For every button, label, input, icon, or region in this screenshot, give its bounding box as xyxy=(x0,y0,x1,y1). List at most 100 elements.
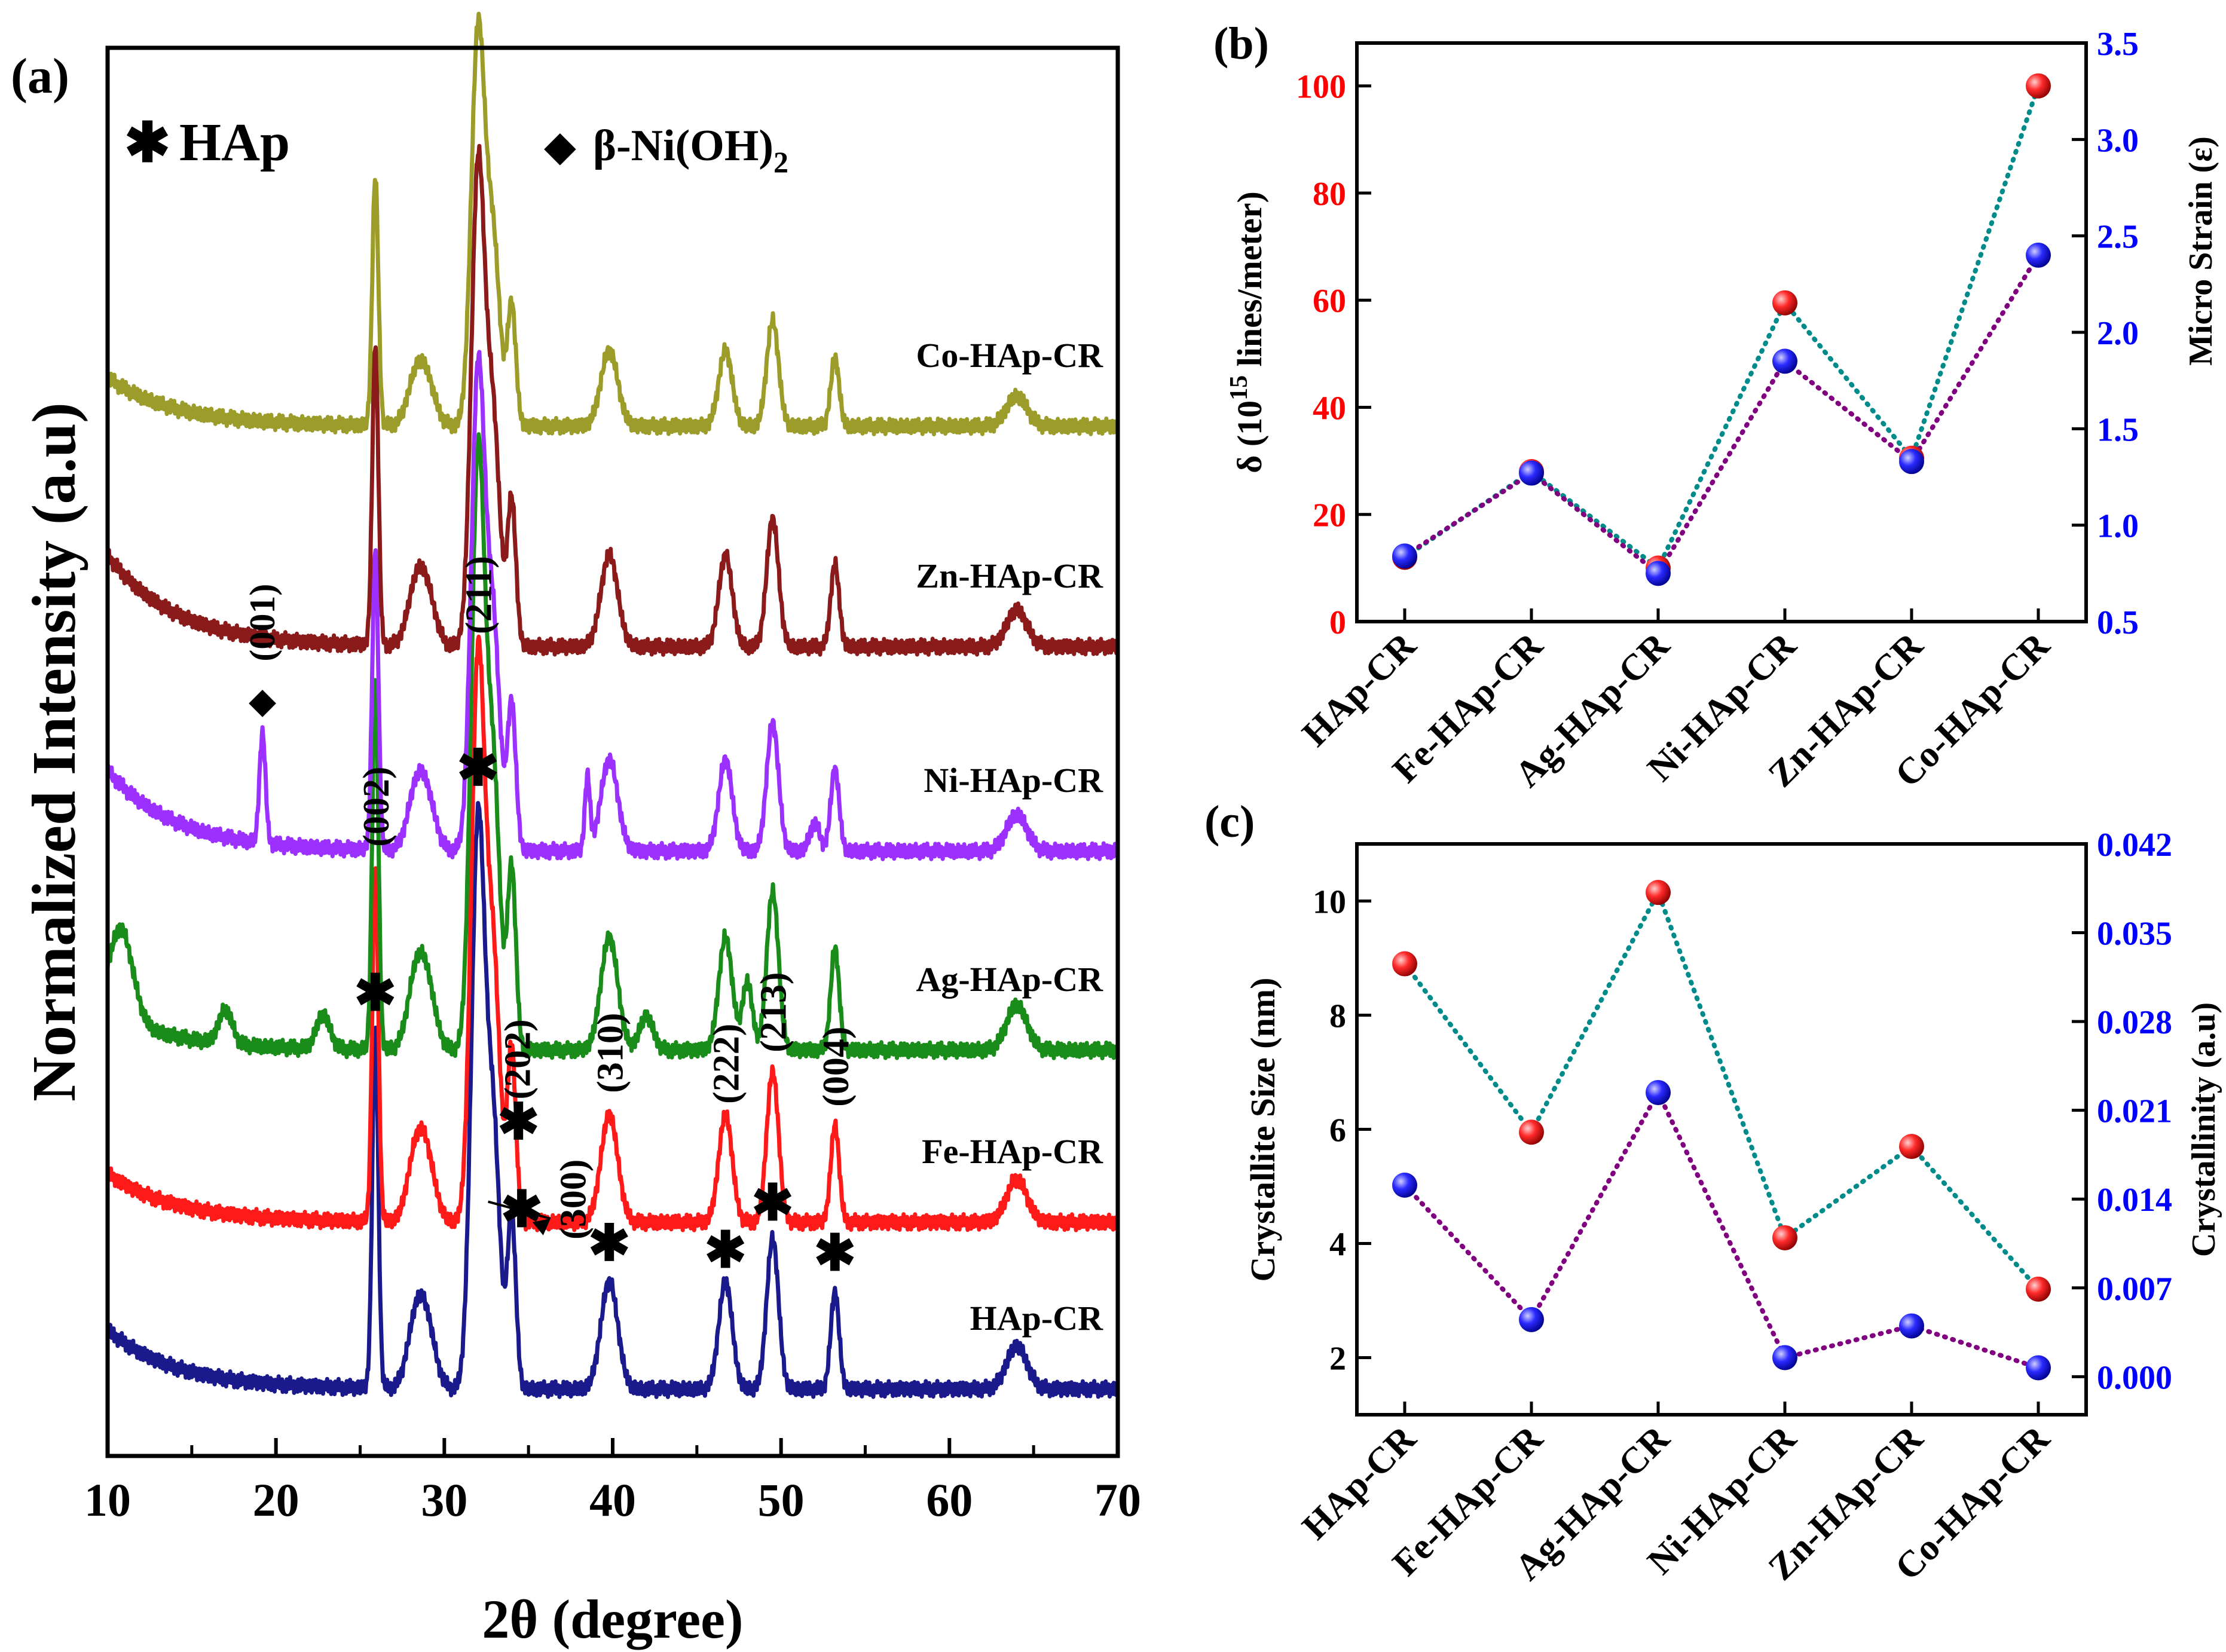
data-point-right xyxy=(2026,1355,2051,1381)
series-label-Co-HAp-CR: Co-HAp-CR xyxy=(916,336,1103,375)
y-left-tick-label: 8 xyxy=(1329,998,1346,1035)
miller-label: (222) xyxy=(707,1024,747,1104)
y-left-tick-label: 6 xyxy=(1329,1112,1346,1149)
xrd-line-Ni-HAp-CR xyxy=(105,350,1120,861)
b-points xyxy=(1392,73,2051,586)
data-point-right xyxy=(1899,1313,1924,1339)
legend-nioh-label: β-Ni(OH)2 xyxy=(593,121,788,179)
legend-a: ✱ HAp ◆ β-Ni(OH)2 xyxy=(124,112,788,179)
miller-label: (004) xyxy=(816,1026,857,1106)
hap-legend-asterisk-icon: ✱ xyxy=(124,112,170,173)
y-right-tick-label: 0.035 xyxy=(2097,916,2172,953)
hap-asterisk-icon: ✱ xyxy=(497,1095,539,1151)
panel-c-label: (c) xyxy=(1204,797,1255,847)
miller-label: (202) xyxy=(497,1019,538,1099)
data-point-left xyxy=(1772,290,1797,316)
y-left-tick-label: 40 xyxy=(1313,390,1346,427)
y-right-tick-label: 3.0 xyxy=(2097,122,2139,159)
dotted-line-right xyxy=(1402,1087,2041,1370)
miller-label: (310) xyxy=(590,1012,631,1093)
data-point-left xyxy=(1646,880,1671,905)
y-left-tick-label: 10 xyxy=(1313,884,1346,921)
hap-asterisk-icon: ✱ xyxy=(751,1176,793,1231)
series-label-Ni-HAp-CR: Ni-HAp-CR xyxy=(924,761,1103,800)
c-points xyxy=(1392,880,2051,1381)
xrd-line-Co-HAp-CR xyxy=(105,11,1120,436)
b-axes: 0204060801000.51.01.52.02.53.03.5HAp-CRF… xyxy=(1295,26,2139,795)
dotted-line-left xyxy=(1402,83,2041,572)
data-point-left xyxy=(1519,1119,1544,1145)
y-axis-right-title-c: Crystallinity (a.u) xyxy=(2185,1002,2222,1257)
xrd-annotations: ✱✱✱✱✱✱✱✱◆(001)(002)(211)(202)(310)(222)(… xyxy=(243,556,857,1281)
x-axis-title-a: 2θ (degree) xyxy=(482,1589,743,1650)
data-point-right xyxy=(1519,1307,1544,1332)
y-left-tick-label: 0 xyxy=(1329,604,1346,641)
y-right-tick-label: 0.007 xyxy=(2097,1271,2172,1308)
y-right-tick-label: 0.000 xyxy=(2097,1359,2172,1396)
x-axis-a: 10 20 30 40 50 60 70 xyxy=(84,1438,1141,1526)
x-tick-label-a: 40 xyxy=(589,1474,636,1526)
y-right-tick-label: 2.5 xyxy=(2097,219,2139,256)
data-point-right xyxy=(2026,242,2051,268)
plot-frame-c xyxy=(1355,842,2088,1417)
y-axis-left-title-c: Crystallite Size (nm) xyxy=(1243,978,1282,1282)
panel-c: (c) 2 4 6 8 10 0.000 0.007 0.014 0.021 0.028 0.035… xyxy=(1204,797,2222,1588)
miller-label-001: (001) xyxy=(243,584,282,662)
c-lines xyxy=(1402,886,2041,1370)
y-left-tick-label: 2 xyxy=(1329,1341,1346,1378)
y-right-tick-label: 0.014 xyxy=(2097,1182,2172,1219)
data-point-left xyxy=(2026,73,2051,99)
x-cat-label: HAp-CR xyxy=(1295,625,1424,754)
data-point-right xyxy=(1392,1172,1417,1198)
series-label-Fe-HAp-CR: Fe-HAp-CR xyxy=(922,1132,1103,1171)
x-cat-label: HAp-CR xyxy=(1295,1418,1424,1547)
x-tick-label-a: 30 xyxy=(421,1474,467,1526)
data-point-left xyxy=(2026,1276,2051,1302)
legend-hap-label: HAp xyxy=(179,113,290,172)
xrd-line-HAp-CR xyxy=(105,801,1120,1399)
y-right-tick-label: 1.5 xyxy=(2097,411,2139,448)
data-point-right xyxy=(1899,449,1924,475)
data-point-right xyxy=(1646,561,1671,586)
dotted-line-right xyxy=(1402,252,2041,577)
miller-label: (300) xyxy=(553,1160,594,1240)
y-left-tick-label: 20 xyxy=(1313,497,1346,534)
panel-b-label: (b) xyxy=(1213,19,1269,69)
y-right-tick-label: 0.5 xyxy=(2097,604,2139,641)
panel-a-label: (a) xyxy=(11,48,69,104)
xrd-line-Ag-HAp-CR xyxy=(105,432,1120,1060)
diamond-legend-icon: ◆ xyxy=(544,124,576,170)
data-point-right xyxy=(1772,348,1797,374)
x-tick-label-a: 60 xyxy=(926,1474,973,1526)
miller-label: (211) xyxy=(459,556,500,634)
y-left-tick-label: 80 xyxy=(1313,176,1346,213)
series-label-Zn-HAp-CR: Zn-HAp-CR xyxy=(916,556,1103,595)
y-right-tick-label: 2.0 xyxy=(2097,315,2139,352)
hap-asterisk-icon: ✱ xyxy=(354,966,396,1021)
y-right-tick-label: 0.028 xyxy=(2097,1004,2172,1041)
data-point-right xyxy=(1519,460,1544,486)
x-tick-label-a: 70 xyxy=(1094,1474,1141,1526)
dotted-line-left xyxy=(1402,886,2041,1292)
y-left-tick-label: 4 xyxy=(1329,1226,1346,1264)
hap-asterisk-icon: ✱ xyxy=(457,741,499,797)
hap-asterisk-icon: ✱ xyxy=(814,1226,856,1281)
c-axes: 2 4 6 8 10 0.000 0.007 0.014 0.021 0.028 0.035 0.04… xyxy=(1295,827,2172,1588)
data-point-right xyxy=(1646,1079,1671,1105)
hap-asterisk-icon: ✱ xyxy=(588,1216,630,1271)
data-point-left xyxy=(1899,1134,1924,1160)
x-tick-label-a: 20 xyxy=(253,1474,299,1526)
xrd-line-Zn-HAp-CR xyxy=(106,143,1120,657)
y-left-tick-label: 60 xyxy=(1313,283,1346,320)
nioh-diamond-icon: ◆ xyxy=(249,681,276,721)
y-axis-left-title-b: δ (1015 lines/meter) xyxy=(1225,191,1269,473)
miller-label: (213) xyxy=(754,972,794,1052)
y-right-tick-label: 3.5 xyxy=(2097,26,2139,63)
xrd-line-Fe-HAp-CR xyxy=(105,634,1120,1232)
data-point-right xyxy=(1772,1345,1797,1370)
series-label-HAp-CR: HAp-CR xyxy=(970,1299,1103,1338)
x-tick-label-a: 50 xyxy=(758,1474,805,1526)
series-label-Ag-HAp-CR: Ag-HAp-CR xyxy=(916,960,1103,999)
plot-frame-b xyxy=(1355,41,2088,623)
